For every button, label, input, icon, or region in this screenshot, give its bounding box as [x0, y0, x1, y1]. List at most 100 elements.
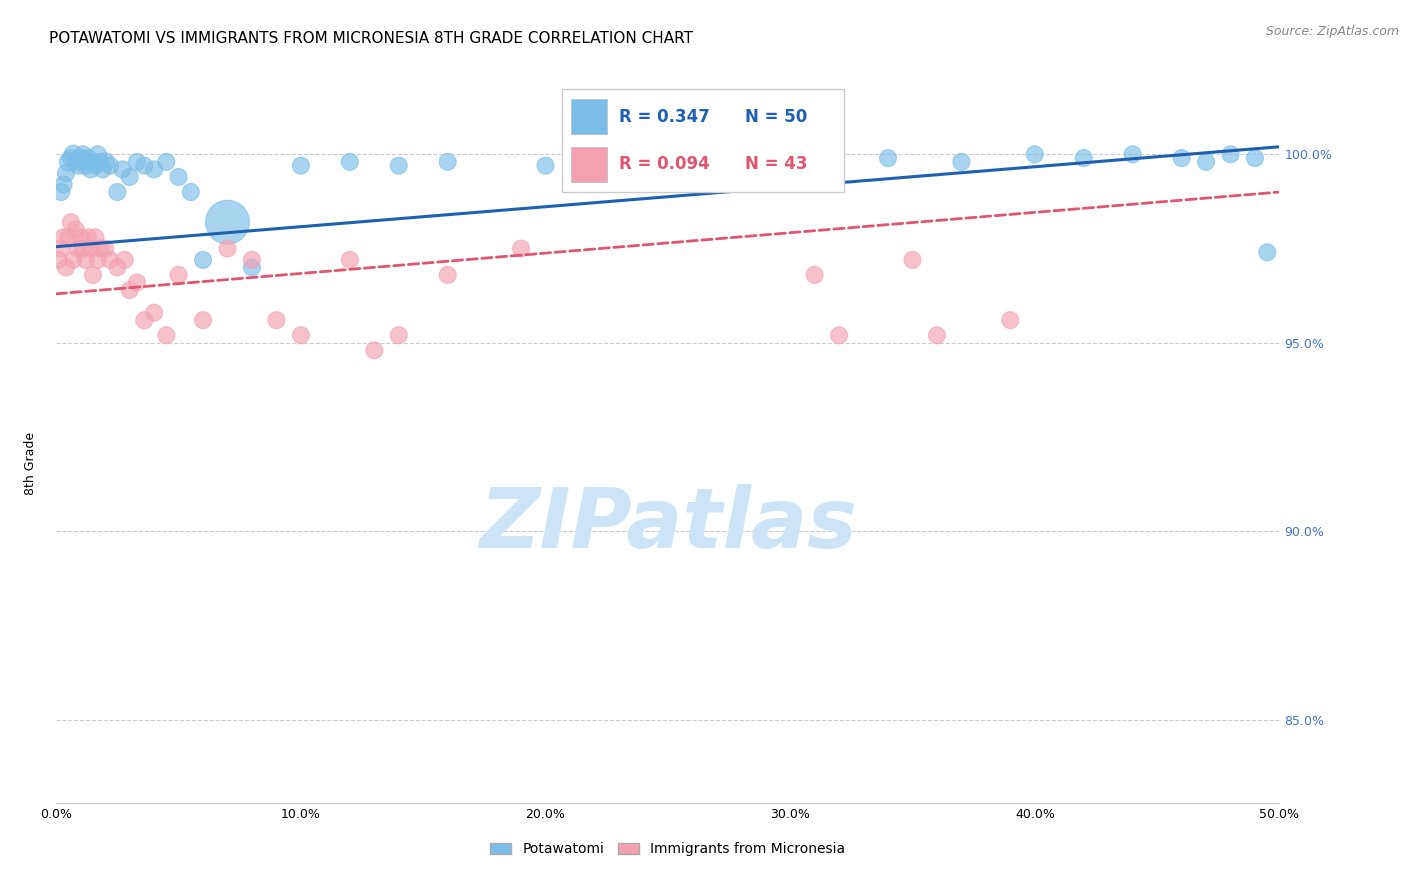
Point	[62, 252, 84, 267]
Point	[58, 230, 80, 244]
Legend: Potawatomi, Immigrants from Micronesia: Potawatomi, Immigrants from Micronesia	[485, 837, 851, 862]
Point	[125, 154, 148, 169]
Text: N = 43: N = 43	[745, 155, 807, 173]
Point	[82, 268, 104, 282]
Point	[49, 242, 72, 256]
Point	[114, 252, 136, 267]
Point	[84, 230, 107, 244]
Point	[59, 151, 82, 165]
Point	[65, 223, 87, 237]
Point	[339, 252, 361, 267]
Point	[155, 328, 177, 343]
Point	[1024, 147, 1046, 161]
Point	[52, 178, 75, 192]
Point	[266, 313, 288, 327]
Text: N = 50: N = 50	[745, 108, 807, 126]
Point	[1170, 151, 1192, 165]
Bar	[571, 146, 607, 181]
Point	[240, 252, 263, 267]
Point	[87, 147, 110, 161]
Point	[607, 162, 630, 177]
Point	[803, 268, 825, 282]
Point	[89, 242, 111, 256]
Point	[167, 169, 190, 184]
Point	[62, 147, 84, 161]
Point	[59, 215, 82, 229]
Point	[91, 162, 114, 177]
Text: ZIPatlas: ZIPatlas	[479, 484, 856, 566]
Point	[94, 154, 117, 169]
Point	[82, 154, 104, 169]
Point	[217, 215, 239, 229]
Point	[240, 260, 263, 275]
Point	[67, 242, 90, 256]
Point	[79, 242, 101, 256]
Point	[925, 328, 948, 343]
Point	[290, 328, 312, 343]
Text: Source: ZipAtlas.com: Source: ZipAtlas.com	[1265, 25, 1399, 38]
Point	[436, 154, 458, 169]
Point	[94, 242, 117, 256]
Point	[69, 151, 91, 165]
Point	[1244, 151, 1267, 165]
Point	[143, 162, 166, 177]
Point	[75, 159, 97, 173]
Point	[48, 252, 70, 267]
Point	[1256, 245, 1278, 260]
Point	[339, 154, 361, 169]
Point	[52, 230, 75, 244]
Point	[118, 169, 141, 184]
Point	[1219, 147, 1241, 161]
Point	[75, 252, 97, 267]
Text: R = 0.347: R = 0.347	[619, 108, 710, 126]
Point	[803, 159, 825, 173]
Point	[55, 260, 77, 275]
Point	[72, 147, 94, 161]
Point	[87, 252, 110, 267]
Point	[388, 159, 411, 173]
Point	[111, 162, 134, 177]
Point	[134, 159, 156, 173]
Text: R = 0.094: R = 0.094	[619, 155, 710, 173]
Point	[118, 283, 141, 297]
Point	[89, 154, 111, 169]
Point	[125, 276, 148, 290]
Text: POTAWATOMI VS IMMIGRANTS FROM MICRONESIA 8TH GRADE CORRELATION CHART: POTAWATOMI VS IMMIGRANTS FROM MICRONESIA…	[49, 31, 693, 46]
Point	[877, 151, 900, 165]
Point	[69, 230, 91, 244]
Point	[77, 151, 100, 165]
Point	[134, 313, 156, 327]
Point	[55, 166, 77, 180]
Point	[1195, 154, 1218, 169]
Point	[72, 242, 94, 256]
Point	[167, 268, 190, 282]
Point	[534, 159, 557, 173]
Point	[49, 185, 72, 199]
Point	[84, 159, 107, 173]
Point	[180, 185, 202, 199]
Point	[191, 252, 214, 267]
Point	[436, 268, 458, 282]
Point	[58, 154, 80, 169]
Point	[143, 306, 166, 320]
Point	[363, 343, 385, 358]
Point	[155, 154, 177, 169]
Point	[1073, 151, 1095, 165]
Point	[107, 185, 129, 199]
Point	[388, 328, 411, 343]
Point	[67, 159, 90, 173]
Point	[107, 260, 129, 275]
Point	[77, 230, 100, 244]
Point	[191, 313, 214, 327]
Text: 8th Grade: 8th Grade	[24, 433, 38, 495]
Point	[706, 154, 728, 169]
Point	[1000, 313, 1022, 327]
Bar	[571, 99, 607, 135]
Point	[65, 154, 87, 169]
Point	[98, 159, 121, 173]
Point	[510, 242, 533, 256]
Point	[950, 154, 973, 169]
FancyBboxPatch shape	[562, 89, 844, 192]
Point	[828, 328, 851, 343]
Point	[290, 159, 312, 173]
